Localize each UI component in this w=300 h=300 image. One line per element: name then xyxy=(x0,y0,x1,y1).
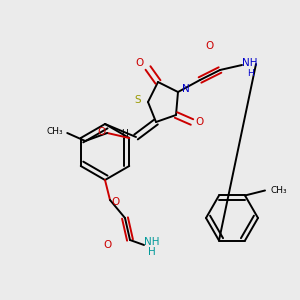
Text: O: O xyxy=(112,197,120,207)
Text: NH: NH xyxy=(242,58,258,68)
Text: O: O xyxy=(97,127,105,137)
Text: S: S xyxy=(135,95,141,105)
Text: NH: NH xyxy=(144,237,160,247)
Text: CH₃: CH₃ xyxy=(271,186,287,195)
Text: H: H xyxy=(148,247,156,257)
Text: H: H xyxy=(121,130,128,139)
Text: O: O xyxy=(195,117,203,127)
Text: O: O xyxy=(104,240,112,250)
Text: CH₃: CH₃ xyxy=(47,127,64,136)
Text: O: O xyxy=(206,41,214,51)
Text: H: H xyxy=(247,68,254,77)
Text: N: N xyxy=(182,84,190,94)
Text: O: O xyxy=(136,58,144,68)
